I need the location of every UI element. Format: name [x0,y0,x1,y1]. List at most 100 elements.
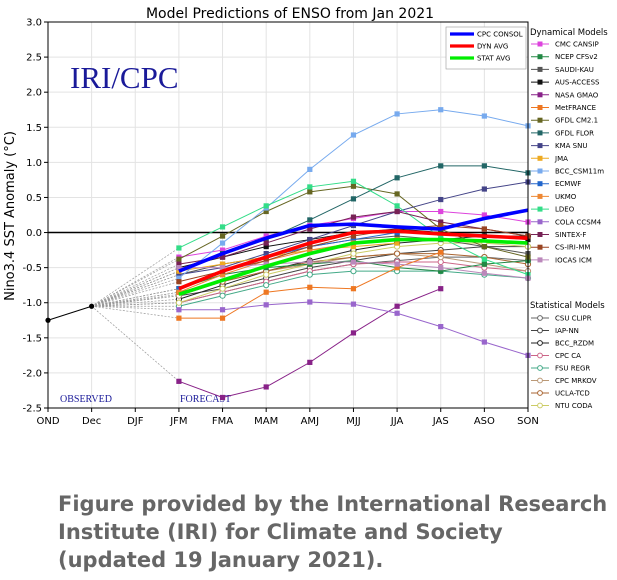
legend-label: SAUDI-KAU [555,66,594,74]
data-point [350,196,357,202]
data-point [176,272,182,278]
legend-swatch-marker [537,41,543,47]
y-tick-label: 1.5 [26,123,42,134]
legend-label: CSU CLIPR [555,315,592,323]
data-point [263,289,269,295]
legend-swatch-marker [537,365,543,371]
x-tick-label: JAS [432,416,449,427]
data-point [481,212,487,218]
data-point [263,203,269,209]
x-tick-label: Dec [82,416,101,427]
data-point [176,315,182,321]
data-point [219,315,226,321]
data-point [219,224,226,230]
data-point [176,265,182,271]
data-point [394,261,400,267]
observed-line [47,305,92,321]
legend-swatch-marker [537,168,543,174]
data-point [263,243,269,250]
legend-swatch-marker [537,66,543,72]
legend-label: NTU CODA [555,402,593,410]
fan-line [91,305,179,311]
legend-label: CMC CANSIP [555,41,599,49]
legend-swatch-marker [537,79,543,85]
data-point [307,243,313,250]
legend-label: GFDL FLOR [555,129,594,137]
legend-swatch-marker [537,340,543,346]
legend-label: AUS-ACCESS [555,79,600,87]
data-point [176,378,182,384]
legend-swatch-marker [537,257,543,263]
x-tick-label: JFM [169,416,187,427]
x-tick-label: FMA [212,416,233,427]
data-point [481,256,487,262]
fan-line [91,298,179,307]
data-point [219,265,226,271]
main-legend-label: CPC CONSOL [477,31,523,39]
caption-line-3: (updated 19 January 2021). [58,548,384,572]
data-point [394,203,400,209]
dyn-legend-title: Dynamical Models [530,28,608,38]
data-point [176,245,182,251]
stat-legend-title: Statistical Models [530,301,605,311]
data-point [438,107,444,113]
data-point [438,249,444,255]
fan-line [91,277,180,307]
data-point [481,339,487,345]
main-legend-label: DYN AVG [477,43,508,51]
legend-swatch-marker [537,232,543,237]
data-point [394,310,400,316]
chart-background [0,0,617,470]
y-tick-label: -1.5 [22,333,42,344]
data-point [307,359,313,365]
data-point [263,302,269,308]
data-point [263,384,269,390]
legend-swatch-marker [537,193,543,199]
data-point [438,222,444,229]
legend-swatch-marker [537,327,543,334]
data-point [176,275,182,281]
data-point [219,240,226,246]
data-point [263,258,269,264]
data-point [438,208,444,215]
data-point [307,189,313,195]
x-tick-label: MAM [254,416,278,427]
data-point [307,284,313,290]
data-point [219,247,226,253]
data-point [263,208,269,215]
plot-frame [47,21,529,409]
fan-line [91,293,179,307]
data-point [394,208,400,215]
y-axis-label: Nino3.4 SST Anomaly (°C) [3,131,18,301]
data-point [350,301,357,307]
data-point [263,233,269,239]
x-tick-label: MJJ [346,416,361,427]
data-point [175,299,183,306]
data-point [307,247,313,253]
data-point [350,330,357,336]
y-tick-label: 2.0 [26,88,42,99]
series-line [178,229,529,291]
data-point [481,261,487,267]
figure-caption: Figure provided by the International Res… [58,490,608,574]
data-point [438,265,444,271]
legend-swatch-marker [537,155,543,161]
data-point [219,254,226,260]
data-point [438,163,444,169]
data-point [394,265,400,271]
data-point [263,282,270,289]
legend-label: LDEO [555,206,575,214]
legend-label: NCEP CFSv2 [555,53,598,61]
legend-label: MetFRANCE [555,104,596,112]
data-point [438,234,444,241]
data-point [481,113,487,119]
data-point [438,268,444,274]
data-point [176,261,182,267]
legend-label: KMA SNU [555,142,587,150]
caption-line-1: Figure provided by the International Res… [58,492,608,516]
series-line [178,237,529,297]
x-tick-label: JJA [390,416,404,427]
series-line [178,208,529,273]
legend-label: BCC_RZDM [555,340,594,348]
data-point [350,233,357,239]
